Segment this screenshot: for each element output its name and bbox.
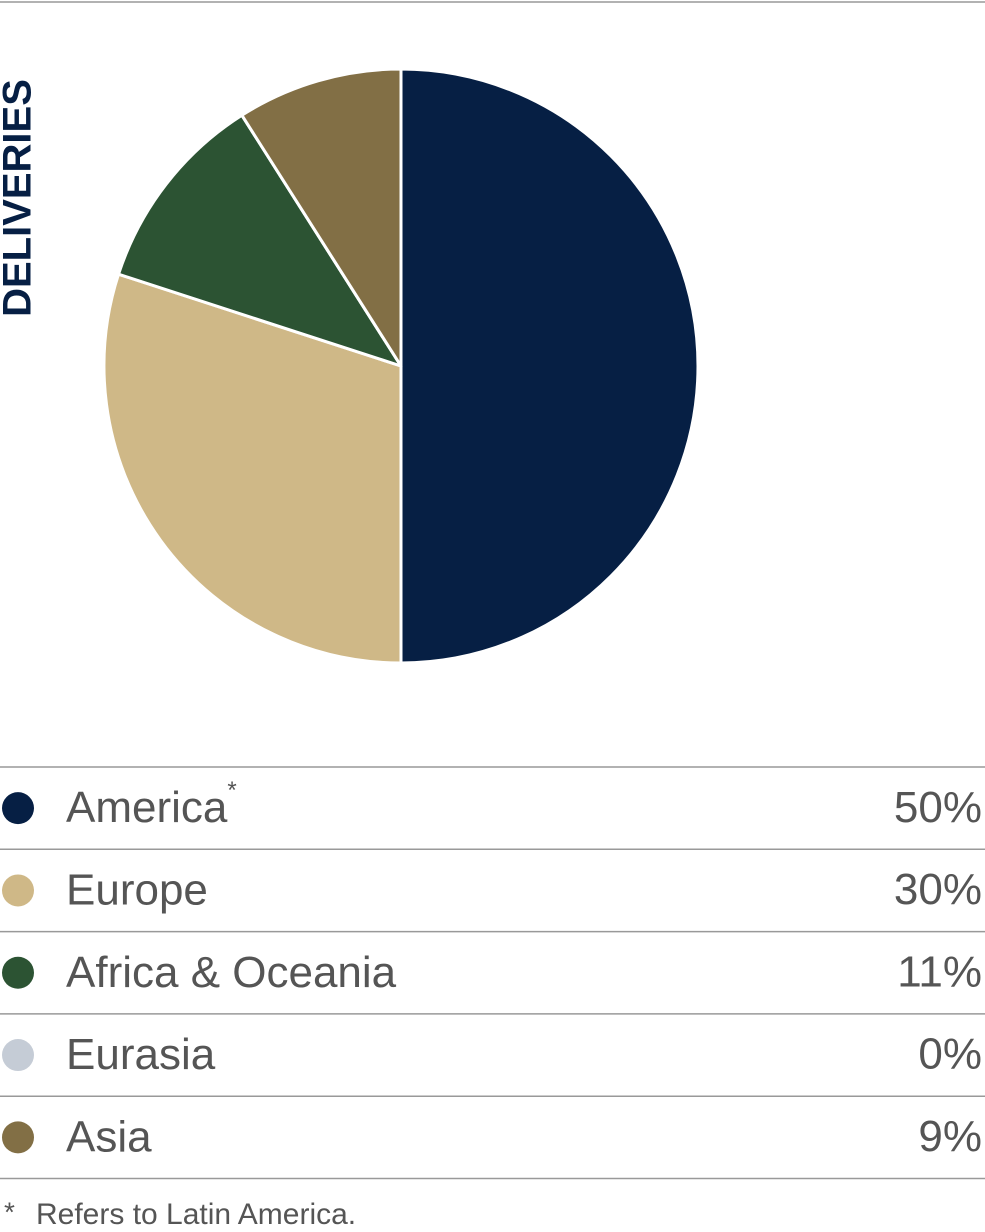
legend-dot [2, 1121, 34, 1154]
legend-label: Europe [66, 865, 208, 914]
legend-dot [2, 874, 34, 907]
legend-dot [2, 792, 34, 825]
pie-slice [399, 67, 700, 665]
legend-label-text: Africa & Oceania [66, 947, 397, 996]
pie-slice [240, 67, 403, 368]
pie-slice [117, 113, 403, 368]
legend-value: 9% [918, 1112, 982, 1161]
legend-value: 0% [918, 1030, 982, 1079]
legend-label-text: America [66, 783, 228, 832]
legend-label: Eurasia [66, 1030, 216, 1079]
footnote: Refers to Latin America. [36, 1198, 356, 1231]
legend-label-text: Asia [66, 1112, 152, 1161]
legend-label: America* [66, 777, 237, 831]
legend-label: Asia [66, 1112, 152, 1161]
legend-value: 11% [897, 947, 982, 996]
legend-label: Africa & Oceania [66, 947, 397, 996]
legend-value: 30% [894, 865, 982, 914]
legend-dot [2, 1039, 34, 1072]
legend-label-text: Eurasia [66, 1030, 216, 1079]
chart-title: DELIVERIES [0, 79, 40, 317]
legend-label-text: Europe [66, 865, 208, 914]
footnote-marker: * [4, 1196, 15, 1227]
legend-value: 50% [894, 783, 982, 832]
legend-label-marker: * [227, 777, 236, 804]
legend-dot [2, 956, 34, 989]
pie-slice [102, 272, 403, 665]
